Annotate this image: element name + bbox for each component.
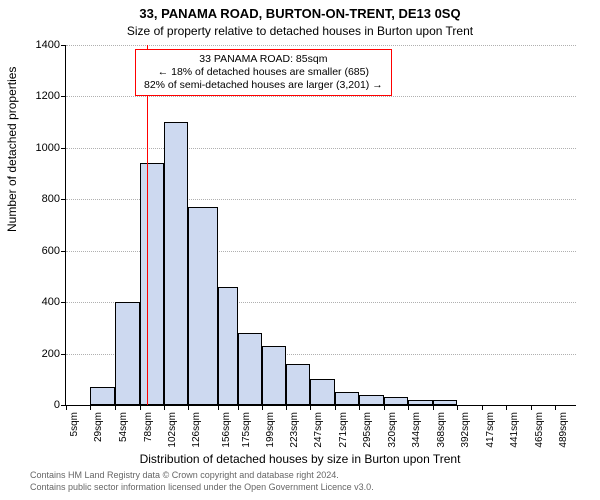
- xtick-mark: [506, 405, 507, 410]
- xtick-label: 175sqm: [241, 412, 252, 448]
- histogram-bar: [115, 302, 139, 405]
- xtick-mark: [164, 405, 165, 410]
- histogram-bar: [90, 387, 115, 405]
- gridline: [66, 148, 576, 149]
- xtick-mark: [457, 405, 458, 410]
- xtick-mark: [335, 405, 336, 410]
- xtick-label: 29sqm: [93, 412, 104, 442]
- histogram-bar: [164, 122, 188, 405]
- xtick-label: 465sqm: [534, 412, 545, 448]
- xtick-label: 156sqm: [221, 412, 232, 448]
- xtick-label: 78sqm: [143, 412, 154, 442]
- gridline: [66, 96, 576, 97]
- ytick-mark: [61, 354, 66, 355]
- xtick-mark: [90, 405, 91, 410]
- histogram-bar: [335, 392, 359, 405]
- gridline: [66, 45, 576, 46]
- xtick-mark: [433, 405, 434, 410]
- xtick-label: 199sqm: [265, 412, 276, 448]
- xtick-label: 271sqm: [338, 412, 349, 448]
- xtick-label: 102sqm: [167, 412, 178, 448]
- xtick-mark: [384, 405, 385, 410]
- xtick-label: 223sqm: [289, 412, 300, 448]
- histogram-bar: [140, 163, 164, 405]
- ytick-mark: [61, 199, 66, 200]
- xtick-mark: [408, 405, 409, 410]
- property-marker-line: [147, 45, 148, 405]
- ytick-mark: [61, 96, 66, 97]
- ytick-label: 1400: [25, 39, 60, 51]
- xtick-label: 54sqm: [118, 412, 129, 442]
- histogram-bar: [262, 346, 286, 405]
- xtick-mark: [286, 405, 287, 410]
- xtick-mark: [262, 405, 263, 410]
- callout-line-1: 33 PANAMA ROAD: 85sqm: [144, 53, 383, 66]
- xtick-label: 489sqm: [558, 412, 569, 448]
- xtick-label: 295sqm: [362, 412, 373, 448]
- xtick-label: 417sqm: [485, 412, 496, 448]
- ytick-mark: [61, 148, 66, 149]
- histogram-bar: [238, 333, 262, 405]
- footer-line-1: Contains HM Land Registry data © Crown c…: [30, 470, 339, 480]
- x-axis-label: Distribution of detached houses by size …: [0, 452, 600, 466]
- chart-container: 33, PANAMA ROAD, BURTON-ON-TRENT, DE13 0…: [0, 0, 600, 500]
- callout-line-3: 82% of semi-detached houses are larger (…: [144, 79, 383, 92]
- chart-title: 33, PANAMA ROAD, BURTON-ON-TRENT, DE13 0…: [0, 6, 600, 21]
- xtick-mark: [482, 405, 483, 410]
- footer-line-2: Contains public sector information licen…: [30, 482, 374, 492]
- ytick-label: 0: [25, 399, 60, 411]
- histogram-bar: [218, 287, 237, 405]
- xtick-label: 247sqm: [313, 412, 324, 448]
- histogram-bar: [384, 397, 408, 405]
- xtick-label: 320sqm: [387, 412, 398, 448]
- xtick-mark: [140, 405, 141, 410]
- histogram-bar: [286, 364, 310, 405]
- xtick-label: 344sqm: [411, 412, 422, 448]
- ytick-label: 1000: [25, 142, 60, 154]
- xtick-mark: [310, 405, 311, 410]
- callout-box: 33 PANAMA ROAD: 85sqm← 18% of detached h…: [135, 49, 392, 96]
- xtick-mark: [115, 405, 116, 410]
- histogram-bar: [408, 400, 432, 405]
- xtick-label: 392sqm: [460, 412, 471, 448]
- ytick-mark: [61, 45, 66, 46]
- plot-area: [65, 45, 576, 406]
- xtick-label: 441sqm: [509, 412, 520, 448]
- histogram-bar: [433, 400, 457, 405]
- y-axis-label: Number of detached properties: [5, 67, 19, 232]
- xtick-mark: [531, 405, 532, 410]
- histogram-bar: [359, 395, 384, 405]
- ytick-mark: [61, 302, 66, 303]
- xtick-mark: [555, 405, 556, 410]
- ytick-mark: [61, 251, 66, 252]
- ytick-label: 400: [25, 296, 60, 308]
- xtick-label: 368sqm: [436, 412, 447, 448]
- xtick-mark: [359, 405, 360, 410]
- xtick-mark: [218, 405, 219, 410]
- callout-line-2: ← 18% of detached houses are smaller (68…: [144, 66, 383, 79]
- ytick-label: 600: [25, 245, 60, 257]
- ytick-label: 800: [25, 193, 60, 205]
- ytick-label: 1200: [25, 90, 60, 102]
- chart-subtitle: Size of property relative to detached ho…: [0, 24, 600, 38]
- histogram-bar: [188, 207, 218, 405]
- xtick-label: 126sqm: [191, 412, 202, 448]
- ytick-label: 200: [25, 348, 60, 360]
- xtick-mark: [188, 405, 189, 410]
- xtick-mark: [66, 405, 67, 410]
- y-axis-label-wrap: Number of detached properties: [12, 45, 24, 405]
- xtick-label: 5sqm: [69, 412, 80, 436]
- histogram-bar: [310, 379, 334, 405]
- xtick-mark: [238, 405, 239, 410]
